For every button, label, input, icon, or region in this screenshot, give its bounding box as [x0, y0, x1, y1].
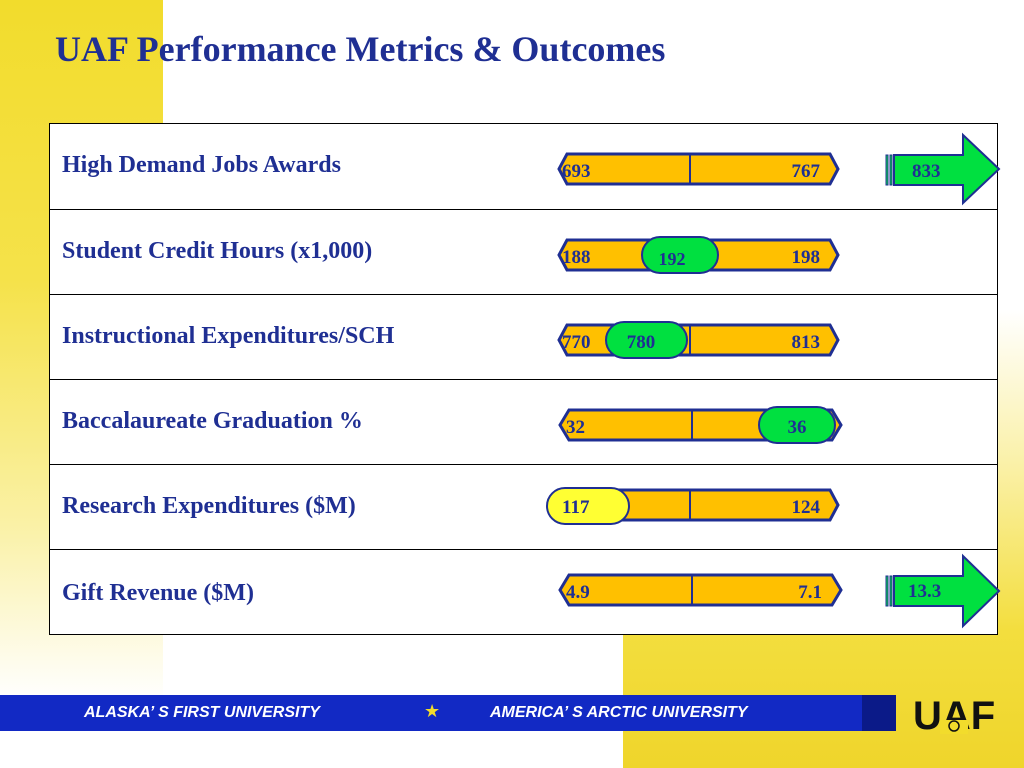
range-high-value: 767 [792, 161, 821, 182]
metric-label: Student Credit Hours (x1,000) [62, 238, 373, 264]
metric-label: High Demand Jobs Awards [62, 152, 341, 178]
metric-row-student-credit-hours: Student Credit Hours (x1,000) 188 198 19… [50, 209, 997, 295]
actual-value: 36 [788, 417, 807, 438]
metric-gauge: 770 813 780 [557, 321, 840, 359]
metric-gauge: 32 36 [558, 406, 843, 444]
range-low-value: 4.9 [566, 582, 590, 603]
metric-row-research-expenditures: Research Expenditures ($M) 124 117 [50, 464, 997, 550]
metric-gauge: 188 198 192 [557, 236, 840, 274]
page-title: UAF Performance Metrics & Outcomes [55, 29, 666, 69]
actual-marker [605, 321, 688, 359]
range-high-value: 7.1 [798, 582, 822, 603]
range-high-value: 124 [792, 497, 821, 518]
metric-label: Baccalaureate Graduation % [62, 408, 363, 434]
actual-value: 192 [659, 249, 686, 269]
range-low-value: 32 [566, 417, 585, 438]
target-arrow [885, 132, 1001, 206]
metric-row-instructional-expenditures: Instructional Expenditures/SCH 770 813 7… [50, 294, 997, 380]
range-bar [558, 573, 843, 607]
footer-bar [0, 695, 896, 731]
footer-tagline-left: ALASKA’ S FIRST UNIVERSITY [84, 704, 320, 721]
range-bar [557, 152, 840, 186]
metrics-table: High Demand Jobs Awards 693 767 833 Stud… [49, 123, 1001, 635]
metric-row-gift-revenue: Gift Revenue ($M) 4.9 7.1 13.3 [50, 549, 1001, 635]
actual-value: 117 [562, 497, 590, 518]
footer-tagline-right: AMERICA’ S ARCTIC UNIVERSITY [490, 704, 748, 721]
metric-row-high-demand-jobs: High Demand Jobs Awards 693 767 833 [50, 124, 1001, 209]
metric-label: Gift Revenue ($M) [62, 580, 254, 606]
range-high-value: 198 [792, 247, 821, 268]
metric-gauge: 4.9 7.1 13.3 [558, 553, 1001, 629]
uaf-logo: UAF [913, 694, 995, 738]
metric-gauge: 124 117 [546, 487, 840, 525]
range-low-value: 770 [562, 332, 591, 353]
range-low-value: 188 [562, 247, 591, 268]
target-value: 13.3 [908, 581, 941, 602]
metric-row-baccalaureate-graduation: Baccalaureate Graduation % 32 36 [50, 379, 997, 465]
target-arrow [885, 553, 1001, 629]
metric-label: Research Expenditures ($M) [62, 493, 356, 519]
actual-marker [758, 406, 836, 444]
actual-value: 780 [627, 332, 656, 353]
actual-marker [641, 236, 719, 274]
logo-emblem [940, 720, 968, 734]
target-value: 833 [912, 161, 941, 182]
star-icon: ★ [424, 701, 441, 721]
metric-gauge: 693 767 833 [557, 132, 1001, 206]
metric-label: Instructional Expenditures/SCH [62, 323, 395, 349]
range-high-value: 813 [792, 332, 821, 353]
actual-marker [546, 487, 630, 525]
range-low-value: 693 [562, 161, 591, 182]
